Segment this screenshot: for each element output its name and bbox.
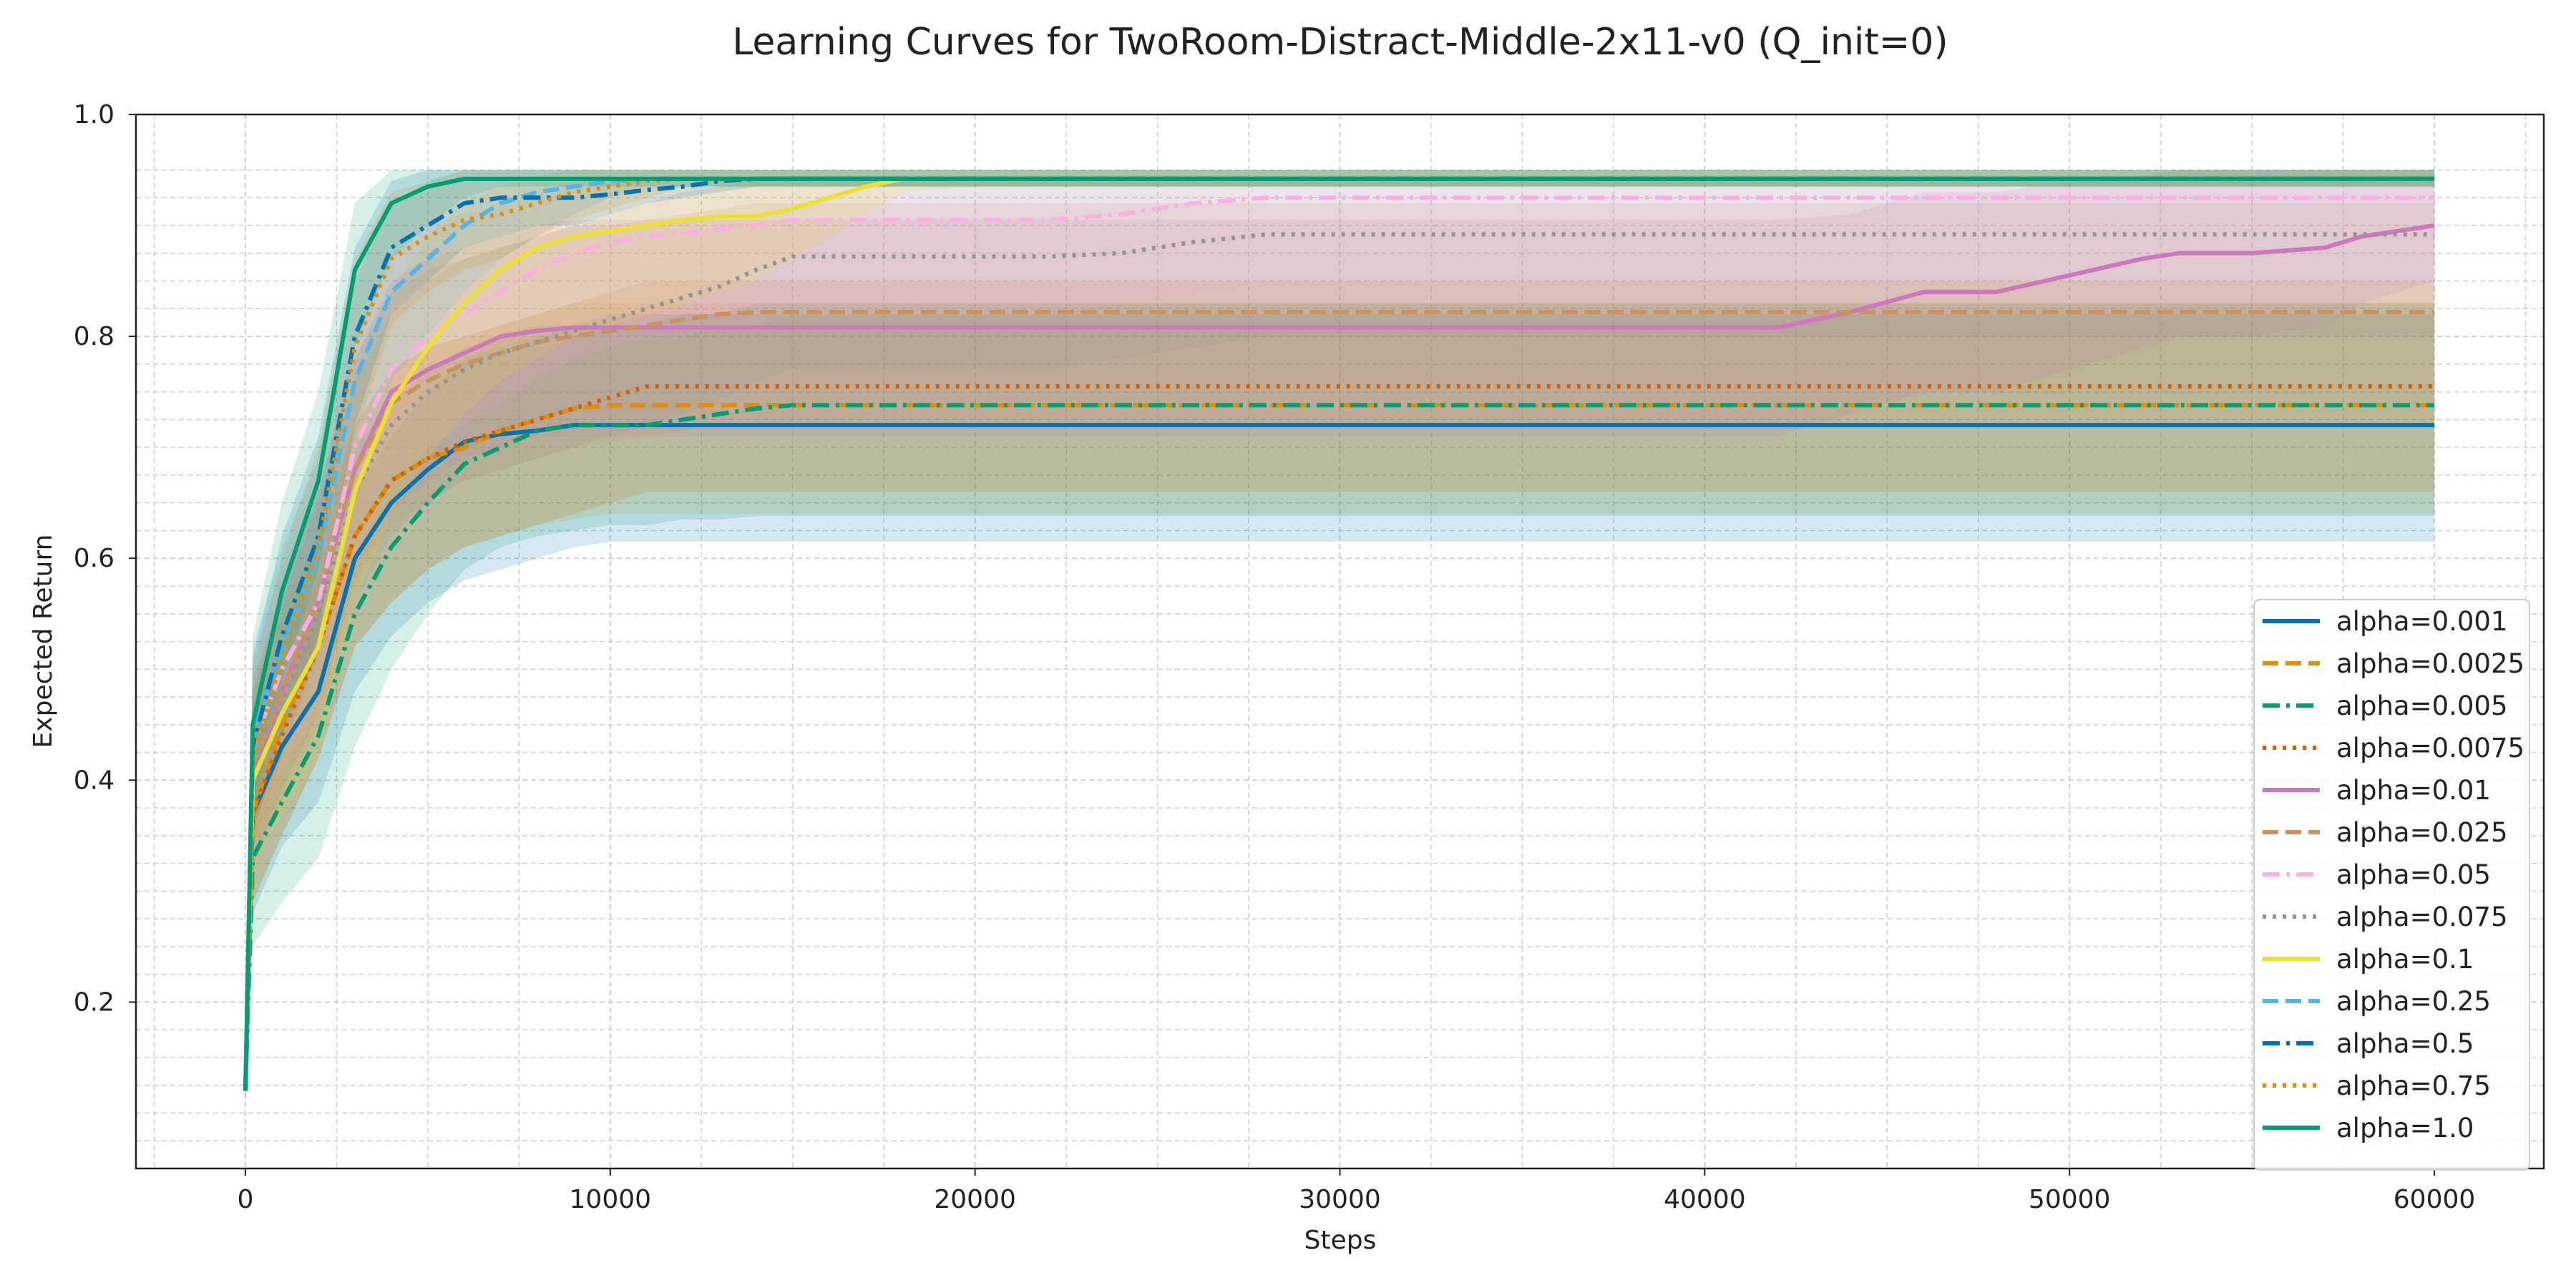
legend-label: alpha=0.1 [2336,944,2474,975]
legend-label: alpha=0.75 [2336,1070,2491,1101]
series-line-alpha=0.001 [243,423,2434,1091]
confidence-band-alpha=0.001 [245,314,2434,1103]
x-tick-label: 20000 [934,1185,1016,1214]
axis-ticks: 0 10000 20000 30000 40000 50000 60000 0.2 0.4 0.6… [74,100,2476,1214]
confidence-band-alpha=0.0025 [245,303,2434,1103]
confidence-band-alpha=0.1 [245,170,2434,1102]
series-line-alpha=1.0 [243,176,2434,1091]
y-tick-label: 1.0 [74,100,114,130]
legend-label: alpha=0.075 [2336,902,2508,932]
series-line-alpha=0.005 [243,403,2434,1091]
confidence-band-alpha=0.01 [245,170,2434,1102]
y-tick-label: 0.8 [74,322,114,351]
x-tick-label: 40000 [1664,1185,1746,1214]
x-tick-label: 10000 [570,1185,652,1214]
chart-title: Learning Curves for TwoRoom-Distract-Mid… [732,21,1948,64]
confidence-band-alpha=0.0075 [245,280,2434,1103]
confidence-bands [245,170,2434,1103]
legend-label: alpha=0.5 [2336,1028,2474,1059]
legend-label: alpha=0.0025 [2336,648,2524,679]
confidence-band-alpha=0.025 [245,203,2434,1102]
legend-label: alpha=0.25 [2336,986,2491,1017]
legend-label: alpha=0.001 [2336,606,2508,637]
series-line-alpha=0.025 [243,310,2434,1091]
x-tick-label: 50000 [2029,1185,2111,1214]
series-lines [243,176,2435,1091]
x-tick-label: 0 [238,1185,254,1214]
legend-box [2253,599,2530,1171]
legend-label: alpha=0.025 [2336,817,2508,848]
legend-label: alpha=0.0075 [2336,733,2524,763]
y-tick-label: 0.4 [74,766,114,795]
confidence-band-alpha=0.005 [245,303,2434,1103]
y-tick-label: 0.6 [74,544,114,573]
series-line-alpha=0.05 [243,195,2434,1091]
legend: alpha=0.001 alpha=0.0025 alpha=0.005 alpha=… [2253,599,2530,1171]
legend-label: alpha=0.01 [2336,775,2491,806]
x-tick-label: 60000 [2394,1185,2476,1214]
series-line-alpha=0.075 [243,232,2434,1091]
confidence-band-alpha=0.75 [245,170,2434,1102]
legend-label: alpha=0.05 [2336,859,2491,890]
grid [136,114,2544,1169]
x-tick-label: 30000 [1299,1185,1381,1214]
legend-label: alpha=0.005 [2336,691,2508,721]
x-axis-label: Steps [1304,1226,1377,1255]
confidence-band-alpha=0.075 [245,175,2434,1102]
series-line-alpha=0.0025 [243,403,2434,1091]
legend-label: alpha=1.0 [2336,1113,2474,1143]
confidence-band-alpha=0.05 [245,175,2434,1102]
y-axis-label: Expected Return [29,535,58,748]
confidence-band-alpha=0.25 [245,170,2434,1102]
y-tick-label: 0.2 [74,987,114,1017]
series-line-alpha=0.01 [243,223,2435,1091]
